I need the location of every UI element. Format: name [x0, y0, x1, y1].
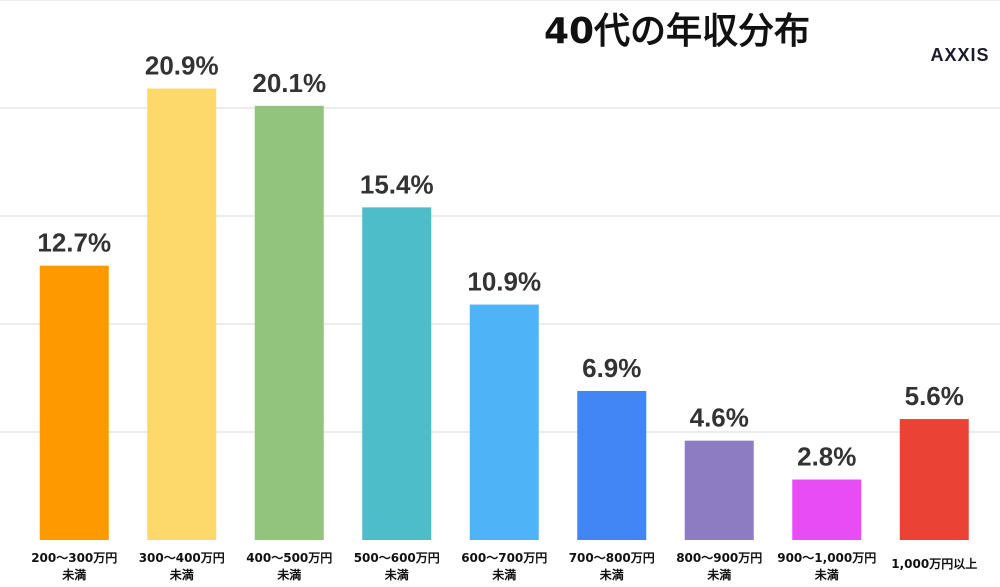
tick-label: 500〜600万円: [354, 551, 440, 565]
tick-label: 1,000万円以上: [891, 556, 977, 571]
data-label: 10.9%: [467, 267, 541, 297]
bar: [577, 390, 647, 540]
data-label: 2.8%: [797, 442, 856, 472]
tick-label: 900〜1,000万円: [777, 551, 876, 565]
tick-label: 800〜900万円: [676, 551, 762, 565]
data-label: 20.9%: [145, 51, 219, 81]
tick-label: 未満: [276, 567, 301, 582]
tick-label: 200〜300万円: [31, 551, 117, 565]
bar: [362, 207, 432, 541]
data-label: 20.1%: [252, 68, 326, 98]
tick-label: 未満: [814, 567, 839, 582]
brand-logo: AXXIS: [930, 45, 989, 65]
tick-label: 300〜400万円: [139, 551, 225, 565]
x-axis-labels: 200〜300万円未満300〜400万円未満400〜500万円未満500〜600…: [31, 551, 977, 582]
data-label: 15.4%: [360, 169, 434, 199]
tick-label: 未満: [169, 567, 194, 582]
bar: [684, 440, 754, 540]
value-labels: 12.7% 20.9% 20.1% 15.4% 10.9% 6.9% 4.6% 2.8% 5.6…: [37, 51, 964, 472]
tick-label: 未満: [599, 567, 624, 582]
bars: [39, 88, 969, 541]
bar: [254, 105, 324, 540]
data-label: 4.6%: [690, 403, 749, 433]
tick-label: 400〜500万円: [246, 551, 332, 565]
tick-label: 600〜700万円: [461, 551, 547, 565]
bar: [147, 88, 217, 540]
data-label: 5.6%: [905, 381, 964, 411]
chart-title: 40代の年収分布: [544, 11, 810, 52]
tick-label: 未満: [491, 567, 516, 582]
tick-label: 未満: [706, 567, 731, 582]
tick-label: 700〜800万円: [569, 551, 655, 565]
data-label: 6.9%: [582, 353, 641, 383]
tick-label: 未満: [61, 567, 86, 582]
bar: [469, 304, 539, 540]
bar: [792, 479, 862, 540]
tick-label: 未満: [384, 567, 409, 582]
data-label: 12.7%: [37, 228, 111, 258]
bar: [39, 265, 109, 540]
bar: [899, 419, 969, 540]
